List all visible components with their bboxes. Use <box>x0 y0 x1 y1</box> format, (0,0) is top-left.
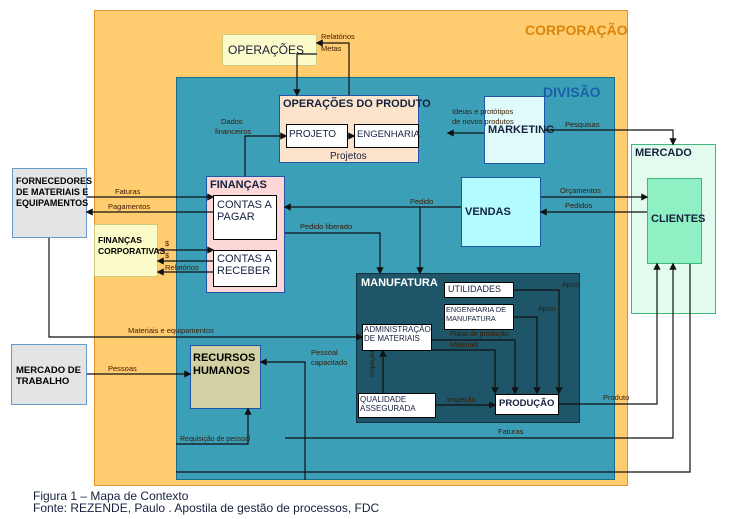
svg-text:Pedido liberado: Pedido liberado <box>300 222 352 231</box>
svg-text:Produto: Produto <box>603 393 629 402</box>
svg-text:Apoio: Apoio <box>538 306 556 313</box>
svg-text:Plano de produção: Plano de produção <box>450 331 509 338</box>
svg-text:Metas: Metas <box>321 44 342 53</box>
svg-text:Inspeção: Inspeção <box>447 397 476 404</box>
svg-text:$: $ <box>165 251 170 260</box>
svg-text:capacitado: capacitado <box>311 358 347 367</box>
svg-text:Ideias e protótipos: Ideias e protótipos <box>452 107 514 116</box>
svg-text:de novos produtos: de novos produtos <box>452 117 514 126</box>
svg-text:Dados: Dados <box>221 117 243 126</box>
svg-text:Faturas: Faturas <box>498 427 524 436</box>
svg-text:Pessoal: Pessoal <box>311 348 338 357</box>
svg-text:Apoio: Apoio <box>562 282 580 289</box>
svg-text:Orçamentos: Orçamentos <box>560 186 601 195</box>
svg-text:Pesquisas: Pesquisas <box>565 120 600 129</box>
svg-text:Requisição de pessoal: Requisição de pessoal <box>180 436 251 443</box>
svg-text:Pedidos: Pedidos <box>565 201 592 210</box>
svg-text:Pessoas: Pessoas <box>108 364 137 373</box>
svg-text:Relatórios: Relatórios <box>165 263 199 272</box>
svg-text:Pagamentos: Pagamentos <box>108 202 150 211</box>
svg-text:Relatórios: Relatórios <box>321 32 355 41</box>
svg-text:Inspeção: Inspeção <box>369 350 376 377</box>
svg-text:Pedido: Pedido <box>410 197 433 206</box>
svg-text:Materiais: Materiais <box>450 342 479 349</box>
svg-text:Faturas: Faturas <box>115 187 141 196</box>
svg-text:Materiais e equipamentos: Materiais e equipamentos <box>128 326 214 335</box>
svg-text:$: $ <box>165 239 170 248</box>
svg-text:financeiros: financeiros <box>215 127 252 136</box>
